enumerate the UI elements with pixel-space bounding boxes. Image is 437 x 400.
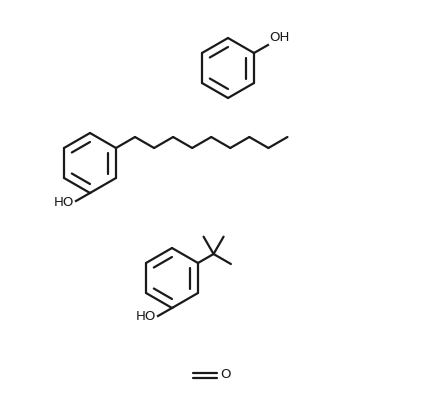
Text: O: O: [220, 368, 230, 382]
Text: HO: HO: [54, 196, 74, 208]
Text: OH: OH: [269, 31, 289, 44]
Text: HO: HO: [136, 310, 156, 322]
